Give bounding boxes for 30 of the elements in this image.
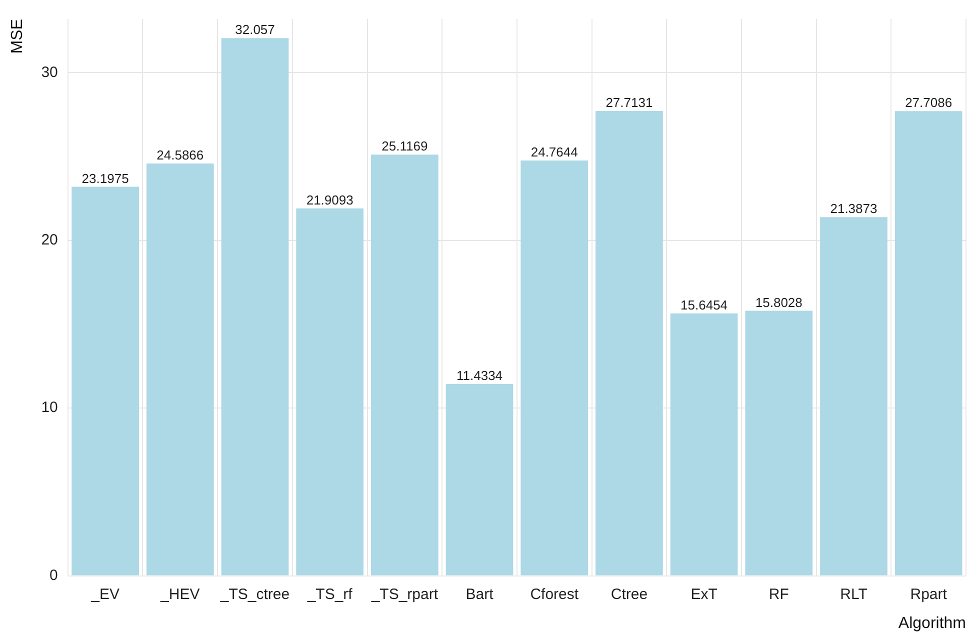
x-tick-label: RLT bbox=[840, 586, 868, 603]
x-tick-label: Rpart bbox=[910, 586, 948, 603]
data-label: 21.9093 bbox=[306, 192, 354, 208]
data-label: 24.5866 bbox=[156, 148, 204, 163]
x-tick-label: _TS_rpart bbox=[370, 586, 439, 603]
x-axis-title: Algorithm bbox=[898, 614, 966, 632]
data-label: 15.6454 bbox=[680, 297, 728, 312]
data-label: 11.4334 bbox=[456, 368, 503, 384]
y-axis-title: MSE bbox=[9, 19, 26, 54]
x-tick-label: _EV bbox=[90, 586, 120, 603]
data-label: 24.7644 bbox=[530, 144, 578, 160]
data-label: 25.1169 bbox=[382, 138, 428, 154]
x-tick-label: _TS_ctree bbox=[219, 586, 290, 603]
data-label: 23.1975 bbox=[82, 170, 129, 186]
x-tick-label: _TS_rf bbox=[306, 586, 354, 603]
data-label: 27.7131 bbox=[606, 95, 653, 110]
x-tick-label: Ctree bbox=[610, 586, 648, 603]
x-tick-label: Cforest bbox=[530, 586, 580, 603]
data-label: 15.8028 bbox=[755, 294, 802, 310]
y-tick-label: 20 bbox=[41, 232, 58, 249]
y-tick-label: 10 bbox=[41, 399, 58, 416]
x-tick-label: _HEV bbox=[160, 586, 200, 603]
x-tick-label: RF bbox=[768, 586, 789, 603]
data-label: 21.3873 bbox=[830, 201, 878, 216]
y-tick-label: 0 bbox=[50, 566, 58, 584]
data-label: 32.057 bbox=[235, 22, 275, 38]
x-tick-label: ExT bbox=[690, 586, 718, 603]
x-tick-label: Bart bbox=[466, 586, 494, 603]
y-tick-label: 30 bbox=[41, 64, 58, 81]
data-label: 27.7086 bbox=[905, 95, 952, 110]
